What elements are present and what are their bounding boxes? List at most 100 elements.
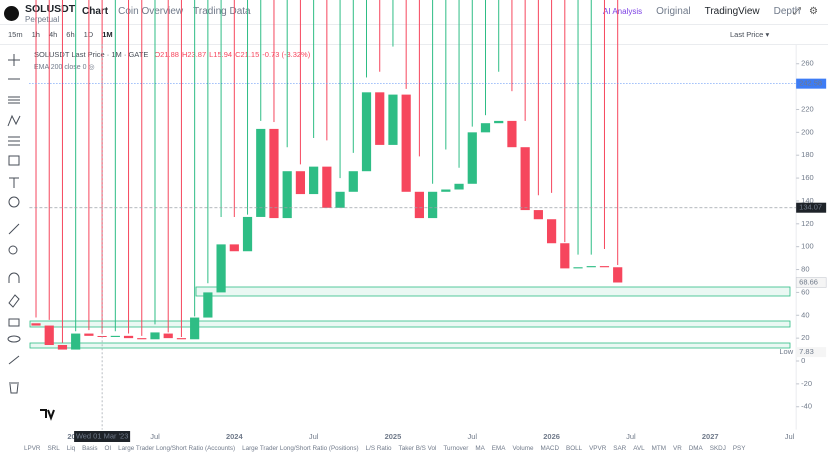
y-tick-label: 120	[801, 219, 814, 228]
tool-link[interactable]	[8, 355, 20, 365]
chart-legend: SOLUSDT Last Price · 1M · GATE O21.88 H23…	[34, 50, 310, 59]
tool-magnet[interactable]	[8, 272, 20, 283]
tabs: Chart Coin Overview Trading Data	[82, 6, 251, 17]
interval[interactable]: 1D	[83, 30, 94, 39]
tool-lock[interactable]	[8, 318, 20, 327]
x-tick-label: 2026	[543, 432, 560, 441]
indicator[interactable]: SKDJ	[709, 445, 726, 452]
interval[interactable]: 1h	[31, 30, 40, 39]
y-tick-label: -40	[801, 402, 812, 411]
price-label-box	[796, 78, 827, 89]
settings-icon[interactable]: ⚙	[809, 6, 818, 17]
tab[interactable]: Trading Data	[193, 6, 251, 17]
tool-trash[interactable]	[9, 382, 19, 394]
zone	[29, 342, 791, 349]
candle-body	[560, 243, 570, 269]
y-tick-label: 20	[801, 333, 809, 342]
indicator[interactable]: OI	[104, 445, 112, 452]
price-type[interactable]: Last Price ▾	[730, 30, 770, 39]
tool-zoom[interactable]	[8, 245, 18, 255]
candle-body	[467, 132, 477, 184]
interval[interactable]: 4h	[48, 30, 58, 39]
interval[interactable]: 6h	[66, 30, 75, 39]
y-tick-label: 40	[801, 310, 809, 319]
x-tick-label: Jul	[309, 432, 319, 441]
y-tick-label: 260	[801, 59, 814, 68]
tool-crosshair[interactable]	[8, 54, 20, 66]
y-tick-label: 100	[801, 242, 814, 251]
indicator[interactable]: BOLL	[566, 445, 583, 452]
candle-body	[31, 323, 41, 326]
tab[interactable]: Coin Overview	[118, 6, 184, 17]
candle-body	[203, 292, 213, 318]
x-tick-label: 2024	[226, 432, 244, 441]
y-tick-label: 140	[801, 196, 814, 205]
tool-emoji[interactable]	[8, 196, 20, 208]
indicator[interactable]: DMA	[688, 445, 703, 452]
indicator[interactable]: Liq	[66, 445, 76, 452]
indicator[interactable]: LPVR	[24, 445, 41, 452]
indicator[interactable]: SRL	[47, 445, 60, 452]
tool-eye[interactable]	[7, 335, 21, 343]
tool-text[interactable]	[9, 177, 19, 188]
zone	[195, 286, 791, 297]
candle-body	[163, 333, 173, 339]
divider	[0, 24, 828, 25]
low-label: Low	[779, 347, 793, 356]
expand-icon[interactable]: ⤢	[793, 6, 801, 17]
indicator[interactable]: SAR	[613, 445, 627, 452]
interval[interactable]: 15m	[8, 30, 23, 39]
contract: Perpetual	[25, 15, 60, 24]
y-tick-label: 80	[801, 265, 809, 274]
candle-body	[269, 128, 279, 219]
view-tab[interactable]: AI Analysis	[603, 7, 643, 16]
indicator[interactable]: Large Trader Long/Short Ratio (Accounts)	[118, 445, 236, 452]
candle-body	[97, 335, 107, 337]
tool-fib[interactable]	[8, 136, 20, 146]
tool-channel[interactable]	[8, 96, 20, 104]
low-value: 7.83	[799, 347, 814, 356]
indicator[interactable]: Basis	[82, 445, 98, 452]
view-tab[interactable]: Depth	[773, 6, 801, 17]
indicator[interactable]: L/S Ratio	[365, 445, 392, 452]
indicator[interactable]: VPVR	[589, 445, 607, 452]
candle-body	[533, 210, 543, 220]
y-tick-label: 200	[801, 127, 814, 136]
intervals: 15m 1h 4h 6h 1D 1M	[8, 30, 113, 39]
symbol[interactable]: SOLUSDT	[25, 3, 76, 15]
indicator[interactable]: MACD	[540, 445, 559, 452]
candle-body	[282, 171, 292, 219]
indicator[interactable]: Large Trader Long/Short Ratio (Positions…	[242, 445, 359, 452]
x-tick-label: Jul	[467, 432, 477, 441]
tool-rect[interactable]	[8, 155, 20, 166]
x-tick-label: 2025	[385, 432, 402, 441]
last-price-label: 68.66	[799, 277, 818, 286]
window-icons: ⤢ ⚙	[793, 6, 818, 17]
candle-body	[573, 267, 583, 269]
indicator[interactable]: MTM	[651, 445, 666, 452]
y-tick-label: 160	[801, 173, 814, 182]
indicator-bar: LPVR SRL Liq Basis OI Large Trader Long/Short…	[24, 445, 745, 452]
ohlc-value: H23.87	[181, 50, 207, 59]
indicator[interactable]: MA	[475, 445, 485, 452]
candle-body	[441, 189, 451, 192]
indicator[interactable]: EMA	[491, 445, 506, 452]
indicator[interactable]: PSY	[732, 445, 746, 452]
tool-eraser[interactable]	[8, 294, 20, 308]
tab[interactable]: Chart	[82, 6, 109, 17]
indicator[interactable]: VR	[673, 445, 682, 452]
view-tab[interactable]: Original	[656, 6, 691, 17]
view-tab[interactable]: TradingView	[704, 6, 760, 17]
candle-body	[216, 244, 226, 293]
tool-pattern[interactable]	[7, 114, 21, 127]
indicator[interactable]: AVL	[633, 445, 645, 452]
indicator[interactable]: Turnover	[443, 445, 469, 452]
indicator[interactable]: Taker B/S Vol	[398, 445, 437, 452]
tool-measure[interactable]	[8, 223, 20, 235]
candle-body	[309, 166, 319, 195]
interval[interactable]: 1M	[102, 30, 113, 39]
indicator[interactable]: Volume	[512, 445, 534, 452]
y-tick-label: 60	[801, 287, 809, 296]
candle-body	[401, 94, 411, 192]
